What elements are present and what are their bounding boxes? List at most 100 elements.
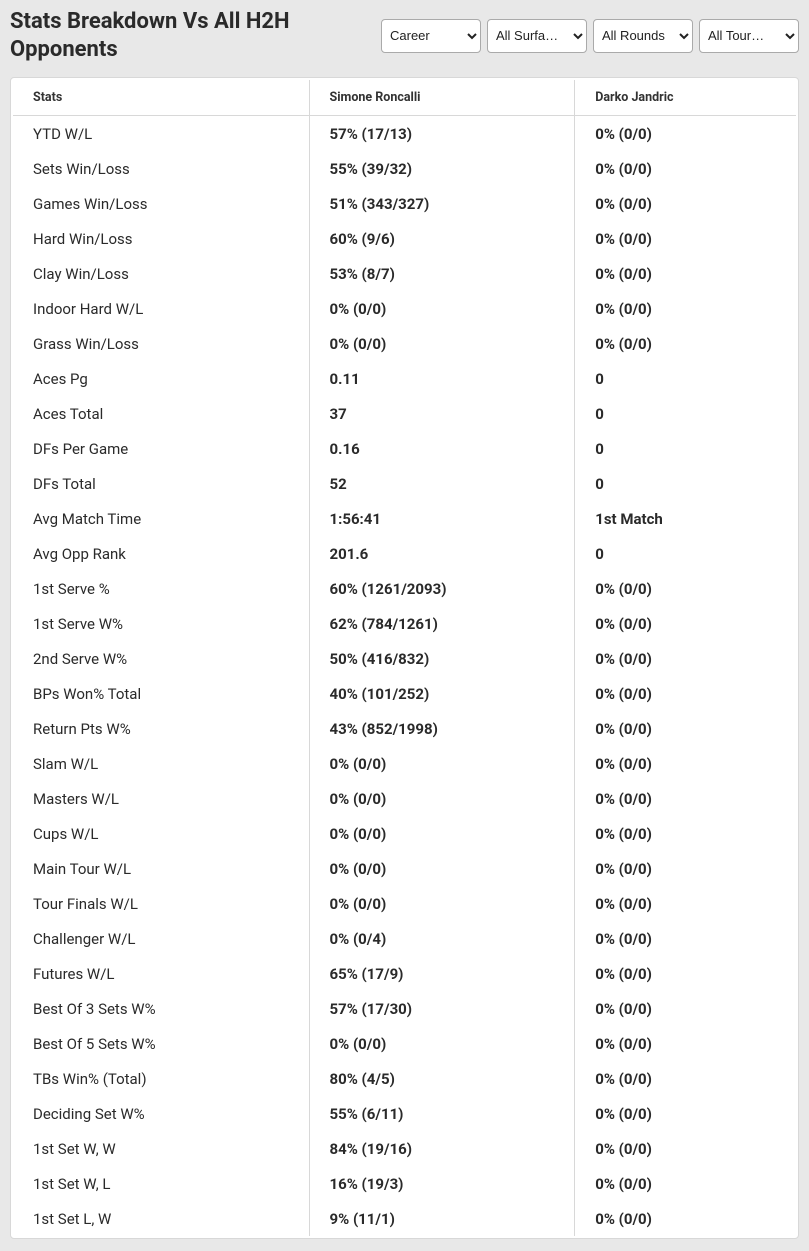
player1-value: 53% (8/7) xyxy=(309,256,575,291)
player2-value: 0% (0/0) xyxy=(575,186,796,221)
table-row: 1st Serve %60% (1261/2093)0% (0/0) xyxy=(13,571,796,606)
player2-value: 0% (0/0) xyxy=(575,781,796,816)
player1-value: 0% (0/0) xyxy=(309,851,575,886)
player1-value: 0% (0/4) xyxy=(309,921,575,956)
table-row: Best Of 3 Sets W%57% (17/30)0% (0/0) xyxy=(13,991,796,1026)
page-title: Stats Breakdown Vs All H2H Opponents xyxy=(10,8,370,63)
player1-value: 0% (0/0) xyxy=(309,1026,575,1061)
player1-value: 65% (17/9) xyxy=(309,956,575,991)
filters: Career All Surfa… All Rounds All Tour… xyxy=(381,19,799,53)
stat-label: Games Win/Loss xyxy=(13,186,309,221)
stat-label: YTD W/L xyxy=(13,116,309,152)
table-row: YTD W/L57% (17/13)0% (0/0) xyxy=(13,116,796,152)
player2-value: 0% (0/0) xyxy=(575,1061,796,1096)
player1-value: 52 xyxy=(309,466,575,501)
player1-value: 62% (784/1261) xyxy=(309,606,575,641)
table-row: Avg Opp Rank201.60 xyxy=(13,536,796,571)
filter-tour[interactable]: All Tour… xyxy=(699,19,799,53)
table-row: 1st Set W, W84% (19/16)0% (0/0) xyxy=(13,1131,796,1166)
stat-label: Deciding Set W% xyxy=(13,1096,309,1131)
stat-label: Return Pts W% xyxy=(13,711,309,746)
player2-value: 0% (0/0) xyxy=(575,711,796,746)
filter-round[interactable]: All Rounds xyxy=(593,19,693,53)
player1-value: 0.11 xyxy=(309,361,575,396)
player2-value: 0% (0/0) xyxy=(575,816,796,851)
stat-label: 1st Set L, W xyxy=(13,1201,309,1236)
player1-value: 57% (17/30) xyxy=(309,991,575,1026)
stat-label: DFs Total xyxy=(13,466,309,501)
player2-value: 0% (0/0) xyxy=(575,921,796,956)
stat-label: 1st Serve W% xyxy=(13,606,309,641)
table-row: Sets Win/Loss55% (39/32)0% (0/0) xyxy=(13,151,796,186)
player1-value: 43% (852/1998) xyxy=(309,711,575,746)
table-row: Avg Match Time1:56:411st Match xyxy=(13,501,796,536)
stat-label: Futures W/L xyxy=(13,956,309,991)
table-row: 2nd Serve W%50% (416/832)0% (0/0) xyxy=(13,641,796,676)
player1-value: 55% (6/11) xyxy=(309,1096,575,1131)
stat-label: 2nd Serve W% xyxy=(13,641,309,676)
table-row: Challenger W/L0% (0/4)0% (0/0) xyxy=(13,921,796,956)
player1-value: 0% (0/0) xyxy=(309,291,575,326)
player2-value: 0% (0/0) xyxy=(575,851,796,886)
player2-value: 0% (0/0) xyxy=(575,1096,796,1131)
player1-value: 57% (17/13) xyxy=(309,116,575,152)
player2-value: 0% (0/0) xyxy=(575,291,796,326)
filter-surface[interactable]: All Surfa… xyxy=(487,19,587,53)
player2-value: 0% (0/0) xyxy=(575,326,796,361)
table-row: Slam W/L0% (0/0)0% (0/0) xyxy=(13,746,796,781)
player1-value: 0% (0/0) xyxy=(309,746,575,781)
stat-label: Challenger W/L xyxy=(13,921,309,956)
table-row: Hard Win/Loss60% (9/6)0% (0/0) xyxy=(13,221,796,256)
player1-value: 0% (0/0) xyxy=(309,781,575,816)
player2-value: 0 xyxy=(575,536,796,571)
stat-label: Clay Win/Loss xyxy=(13,256,309,291)
table-row: Deciding Set W%55% (6/11)0% (0/0) xyxy=(13,1096,796,1131)
player2-value: 0% (0/0) xyxy=(575,1166,796,1201)
stats-table-wrap: Stats Simone Roncalli Darko Jandric YTD … xyxy=(10,77,799,1239)
player1-value: 37 xyxy=(309,396,575,431)
player2-value: 0% (0/0) xyxy=(575,151,796,186)
table-row: Games Win/Loss51% (343/327)0% (0/0) xyxy=(13,186,796,221)
player1-value: 16% (19/3) xyxy=(309,1166,575,1201)
table-row: TBs Win% (Total)80% (4/5)0% (0/0) xyxy=(13,1061,796,1096)
player1-value: 0% (0/0) xyxy=(309,886,575,921)
player2-value: 0% (0/0) xyxy=(575,991,796,1026)
table-row: Grass Win/Loss0% (0/0)0% (0/0) xyxy=(13,326,796,361)
player2-value: 0% (0/0) xyxy=(575,1201,796,1236)
player1-value: 50% (416/832) xyxy=(309,641,575,676)
player1-value: 0% (0/0) xyxy=(309,816,575,851)
table-row: BPs Won% Total40% (101/252)0% (0/0) xyxy=(13,676,796,711)
table-row: Masters W/L0% (0/0)0% (0/0) xyxy=(13,781,796,816)
player1-value: 0.16 xyxy=(309,431,575,466)
header-bar: Stats Breakdown Vs All H2H Opponents Car… xyxy=(0,0,809,71)
table-row: Tour Finals W/L0% (0/0)0% (0/0) xyxy=(13,886,796,921)
stat-label: Indoor Hard W/L xyxy=(13,291,309,326)
stat-label: DFs Per Game xyxy=(13,431,309,466)
player1-value: 60% (9/6) xyxy=(309,221,575,256)
table-row: 1st Set W, L16% (19/3)0% (0/0) xyxy=(13,1166,796,1201)
player1-value: 80% (4/5) xyxy=(309,1061,575,1096)
stat-label: Avg Opp Rank xyxy=(13,536,309,571)
table-row: Cups W/L0% (0/0)0% (0/0) xyxy=(13,816,796,851)
stats-table-body: YTD W/L57% (17/13)0% (0/0)Sets Win/Loss5… xyxy=(13,116,796,1237)
table-row: Indoor Hard W/L0% (0/0)0% (0/0) xyxy=(13,291,796,326)
stat-label: Main Tour W/L xyxy=(13,851,309,886)
player1-value: 60% (1261/2093) xyxy=(309,571,575,606)
stat-label: 1st Serve % xyxy=(13,571,309,606)
stat-label: Cups W/L xyxy=(13,816,309,851)
stat-label: Hard Win/Loss xyxy=(13,221,309,256)
table-row: Best Of 5 Sets W%0% (0/0)0% (0/0) xyxy=(13,1026,796,1061)
table-row: Futures W/L65% (17/9)0% (0/0) xyxy=(13,956,796,991)
player2-value: 0 xyxy=(575,466,796,501)
player1-value: 51% (343/327) xyxy=(309,186,575,221)
player1-value: 0% (0/0) xyxy=(309,326,575,361)
table-row: Aces Pg0.110 xyxy=(13,361,796,396)
table-row: Return Pts W%43% (852/1998)0% (0/0) xyxy=(13,711,796,746)
player2-value: 0% (0/0) xyxy=(575,886,796,921)
player2-value: 0% (0/0) xyxy=(575,116,796,152)
stat-label: Aces Pg xyxy=(13,361,309,396)
stat-label: 1st Set W, W xyxy=(13,1131,309,1166)
stat-label: Best Of 3 Sets W% xyxy=(13,991,309,1026)
filter-period[interactable]: Career xyxy=(381,19,481,53)
col-header-player2: Darko Jandric xyxy=(575,80,796,116)
